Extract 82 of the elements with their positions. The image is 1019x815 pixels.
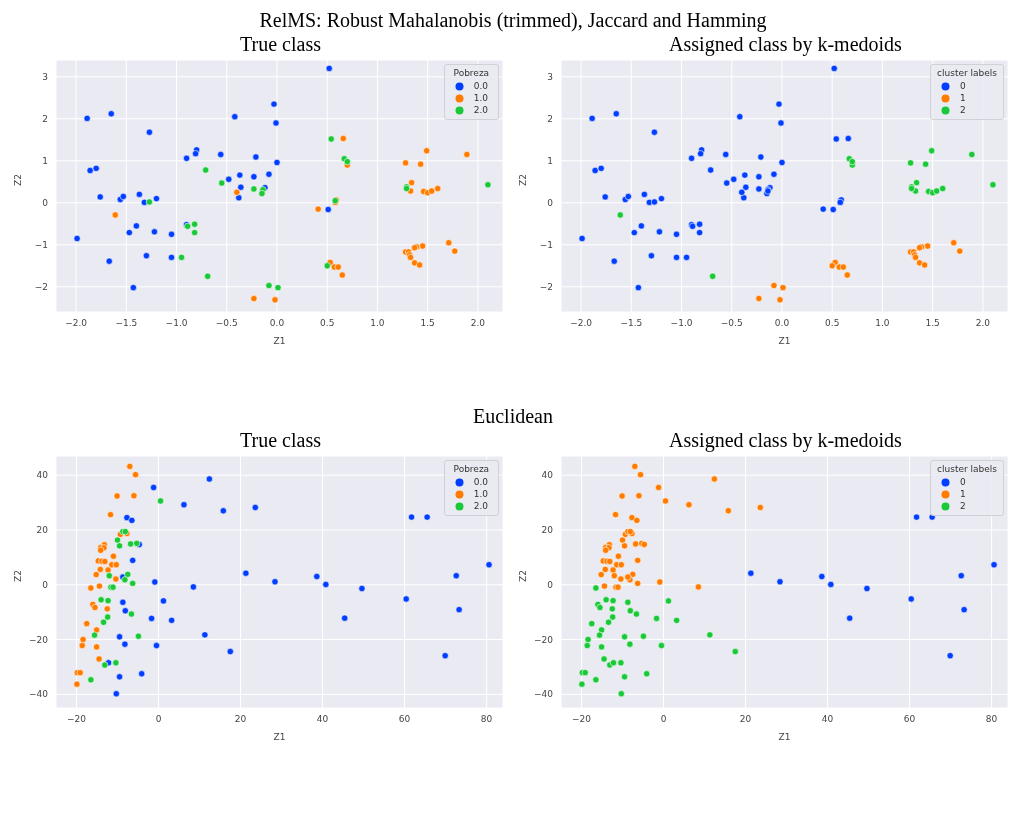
y-tick-label: 40 [541, 470, 554, 481]
x-tick-label: 0.0 [774, 318, 790, 329]
x-tick-label: 40 [316, 714, 329, 725]
x-tick-label: 1.5 [420, 318, 435, 329]
legend-label: 0.0 [473, 81, 488, 91]
text: RelMS: Robust Mahalanobis (trimmed), Jaccard and Hamming [258, 8, 768, 32]
y-tick-label: 40 [36, 470, 49, 481]
y-tick-label: 0 [42, 198, 49, 208]
y-tick-label: 1 [547, 155, 553, 166]
chart-title: True class [239, 428, 322, 452]
x-axis-title: Z1 [778, 336, 791, 346]
legend-label: 1 [960, 489, 966, 499]
y-axis-title: Z2 [518, 174, 529, 186]
legend-label: 1.0 [473, 489, 488, 499]
x-tick-label: 0 [155, 714, 162, 725]
x-axis-title: Z1 [778, 732, 791, 742]
legend-title: cluster labels [937, 68, 997, 78]
y-tick-label: −2 [539, 281, 553, 292]
legend-label: 2 [960, 501, 966, 511]
x-tick-label: −1.0 [165, 318, 188, 329]
x-tick-label: −0.5 [215, 318, 238, 329]
y-tick-label: −40 [534, 689, 554, 700]
x-axis-title: Z1 [273, 336, 286, 346]
legend-title: Pobreza [452, 464, 491, 474]
y-tick-label: 3 [547, 71, 553, 82]
x-tick-label: 60 [398, 714, 411, 725]
x-tick-label: −2.0 [65, 318, 88, 329]
y-axis-title: Z2 [13, 174, 24, 186]
y-axis-title: Z2 [13, 570, 24, 582]
y-tick-label: −2 [34, 281, 48, 292]
x-tick-label: −2.0 [570, 318, 593, 329]
x-tick-label: 1.5 [925, 318, 940, 329]
y-tick-label: −1 [34, 240, 48, 250]
y-axis-title: Z2 [518, 570, 529, 582]
x-tick-label: 80 [480, 714, 493, 725]
x-tick-label: 0.0 [269, 318, 285, 329]
x-tick-label: −20 [67, 714, 87, 725]
y-tick-label: 2 [547, 114, 553, 124]
chart-title: True class [239, 32, 322, 56]
x-tick-label: 80 [985, 714, 998, 725]
x-tick-label: −20 [572, 714, 592, 725]
legend-label: 1.0 [473, 93, 488, 103]
x-tick-label: −1.5 [115, 318, 138, 329]
x-tick-label: 0 [660, 714, 667, 725]
x-tick-label: 2.0 [470, 318, 486, 329]
y-tick-label: −40 [29, 689, 49, 700]
legend-title: cluster labels [937, 464, 997, 474]
legend-label: 2.0 [473, 501, 488, 511]
x-tick-label: 1.0 [875, 318, 890, 329]
y-tick-label: 20 [541, 525, 554, 536]
text: Euclidean [472, 404, 554, 428]
y-tick-label: 2 [42, 114, 48, 124]
legend-label: 0 [960, 477, 966, 487]
y-tick-label: 1 [42, 155, 48, 166]
y-tick-label: 0 [547, 198, 554, 208]
x-tick-label: −1.5 [620, 318, 643, 329]
x-tick-label: −0.5 [720, 318, 743, 329]
y-tick-label: 20 [36, 525, 49, 536]
y-tick-label: −20 [534, 634, 554, 645]
x-tick-label: −1.0 [670, 318, 693, 329]
x-tick-label: 0.5 [825, 318, 840, 329]
x-tick-label: 40 [821, 714, 834, 725]
x-tick-label: 20 [234, 714, 247, 725]
x-tick-label: 1.0 [370, 318, 385, 329]
y-tick-label: −1 [539, 240, 553, 250]
x-axis-title: Z1 [273, 732, 286, 742]
legend-label: 2.0 [473, 105, 488, 115]
y-tick-label: 0 [547, 579, 554, 590]
y-tick-label: 0 [42, 579, 49, 590]
x-tick-label: 60 [903, 714, 916, 725]
legend-label: 2 [960, 105, 966, 115]
chart-title: Assigned class by k-medoids [668, 428, 903, 452]
legend-title: Pobreza [452, 68, 491, 78]
legend-label: 0 [960, 81, 966, 91]
y-tick-label: −20 [29, 634, 49, 645]
y-tick-label: 3 [42, 71, 48, 82]
x-tick-label: 2.0 [975, 318, 991, 329]
legend-label: 1 [960, 93, 966, 103]
x-tick-label: 20 [739, 714, 752, 725]
chart-title: Assigned class by k-medoids [668, 32, 903, 56]
legend-label: 0.0 [473, 477, 488, 487]
x-tick-label: 0.5 [320, 318, 335, 329]
